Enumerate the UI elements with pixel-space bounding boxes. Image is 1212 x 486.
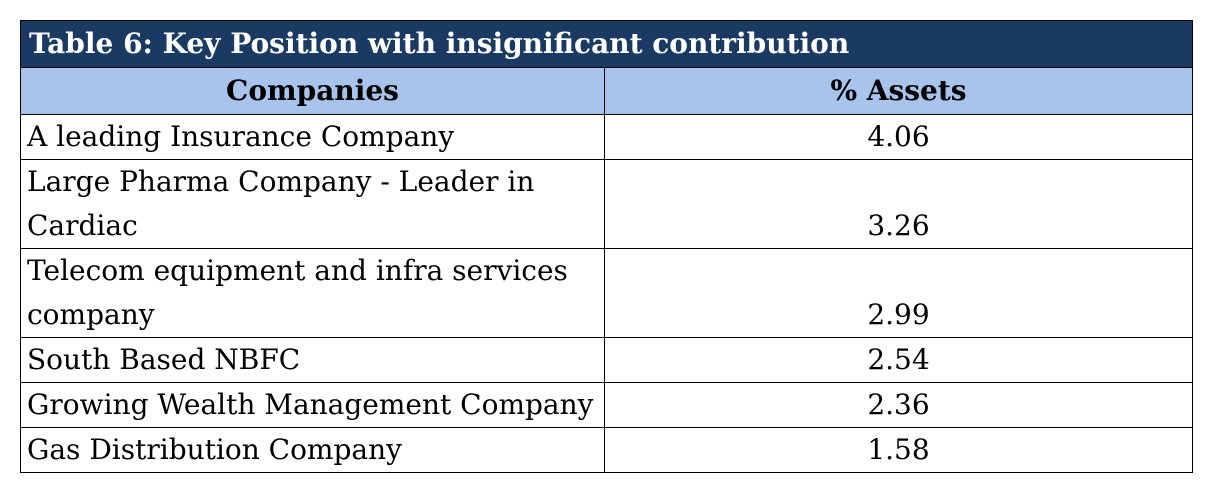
assets-cell: 3.26 [603, 159, 1194, 249]
company-cell: Growing Wealth Management Company [20, 382, 605, 428]
table-title-row: Table 6: Key Position with insignificant… [19, 20, 1194, 68]
company-cell: Gas Distribution Company [20, 427, 605, 473]
table-row: South Based NBFC 2.54 [20, 337, 1194, 383]
table-row: A leading Insurance Company 4.06 [20, 114, 1194, 160]
company-cell: South Based NBFC [20, 337, 605, 383]
assets-cell: 4.06 [603, 114, 1194, 160]
table-row: Large Pharma Company - Leader in Cardiac… [20, 159, 1194, 249]
table-container: Table 6: Key Position with insignificant… [19, 20, 1194, 473]
header-assets: % Assets [603, 67, 1194, 115]
company-cell: Telecom equipment and infra services com… [20, 248, 605, 338]
table-row: Growing Wealth Management Company 2.36 [20, 382, 1194, 428]
company-cell: Large Pharma Company - Leader in Cardiac [20, 159, 605, 249]
assets-cell: 1.58 [603, 427, 1194, 473]
table-title: Table 6: Key Position with insignificant… [19, 20, 1194, 68]
table-row: Telecom equipment and infra services com… [20, 248, 1194, 338]
table-header-row: Companies % Assets [20, 67, 1194, 115]
assets-cell: 2.99 [603, 248, 1194, 338]
header-companies: Companies [20, 67, 605, 115]
table-row: Gas Distribution Company 1.58 [20, 427, 1194, 473]
key-position-table: Table 6: Key Position with insignificant… [19, 20, 1194, 473]
assets-cell: 2.54 [603, 337, 1194, 383]
company-cell: A leading Insurance Company [20, 114, 605, 160]
assets-cell: 2.36 [603, 382, 1194, 428]
